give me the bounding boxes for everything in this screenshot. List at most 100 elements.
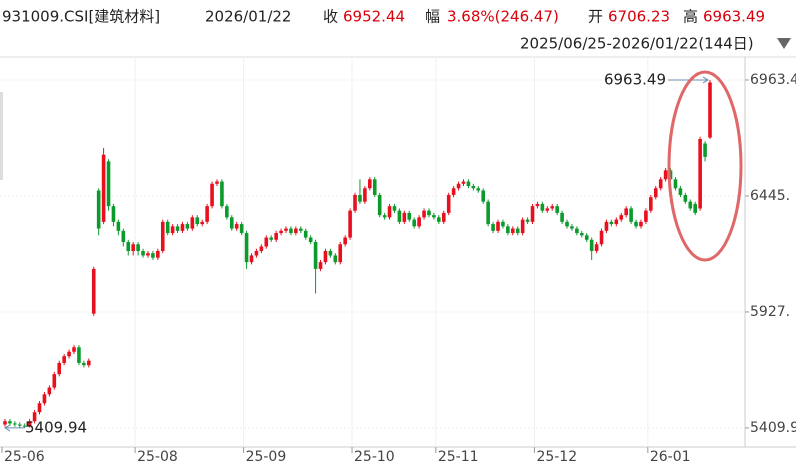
candle-body [703,143,707,157]
candle-body [358,194,362,202]
range-label[interactable]: 2025/06/25-2026/01/22(144日) [520,35,754,53]
candle-body [397,210,402,222]
candle-body [402,212,407,222]
candle-body [52,374,57,388]
open-label: 开 [588,8,603,26]
plot: 6963.4 6445. 5927. 5409.9 25-06 25-08 25-09 25-… [0,57,796,465]
candle-body [446,194,451,213]
candle-body [639,221,643,227]
candle-body [506,226,510,234]
candle-body [501,221,505,227]
candle-body [412,219,416,227]
candle-body [333,255,338,263]
candle-body [116,221,121,231]
candle-body [17,424,22,426]
x-tick-label: 26-01 [650,449,691,465]
scroll-handle[interactable] [0,92,3,180]
candle-body [649,197,653,211]
candle-body [3,421,7,425]
candle-body [486,201,490,225]
candle-body [259,246,264,251]
candle-body [644,210,648,222]
candle-body [37,403,42,413]
change-value: 3.68%(246.47) [447,8,559,26]
x-tick-label: 25-06 [4,449,45,465]
close-label: 收 [323,8,338,26]
candle-body [303,230,308,238]
candle-body [678,188,683,195]
candle-body [693,203,697,213]
candle-body [604,221,609,231]
candle-body [387,206,392,218]
candle-body [57,362,62,375]
candle-body [299,228,303,231]
candle-body [264,237,269,247]
candle-body [22,425,27,427]
candle-body [249,255,254,263]
x-tick-label: 25-11 [438,449,479,465]
candle-body [165,221,170,234]
candle-body [555,206,559,213]
candle-body [368,179,372,189]
x-tick-label: 25-09 [246,449,287,465]
candle-body [156,250,160,258]
candle-body [141,250,145,256]
candle-body [575,228,579,234]
candle-body [313,242,318,269]
candle-body [658,179,663,189]
candle-body [215,181,219,184]
candle-body [456,183,461,189]
candle-body [27,421,32,427]
y-tick-label: 5409.9 [750,420,796,436]
candle-body [195,217,200,225]
symbol: 931009.CSI[建筑材料] [2,8,160,26]
candle-body [289,228,293,234]
candle-body [584,235,589,240]
candle-body [673,179,678,189]
candle-body [599,230,604,245]
candle-body [126,242,131,251]
candle-body [160,221,165,251]
max-label: 6963.49 [604,70,666,88]
candle-body [180,224,185,231]
candle-body [91,268,96,314]
candle-body [565,221,569,227]
candle-body [200,221,204,225]
candle-body [698,138,702,209]
candle-body [101,154,106,222]
candle-body [294,228,298,234]
candle-body [170,226,175,234]
candle-body [663,170,668,180]
candle-body [614,219,619,225]
candle-body [151,253,155,258]
candle-body [318,262,323,269]
candle-body [629,208,633,222]
candle-body [274,233,278,240]
candle-body [560,212,564,222]
candle-body [496,221,500,231]
candle-body [392,206,397,211]
candle-body [530,206,535,222]
x-tick-label: 25-12 [536,449,577,465]
candle-body [42,394,47,404]
candle-body [451,188,456,195]
candle-body [205,206,209,222]
candle-body [471,186,476,189]
candle-body [239,224,244,234]
candle-body [540,203,545,211]
candle-body [269,237,274,240]
candle-body [461,181,466,184]
candle-body [82,362,86,366]
range-dropdown[interactable] [777,38,791,49]
candle-body [520,219,525,234]
candle-body [146,253,150,256]
candle-body [619,215,624,220]
candle-body [491,224,495,231]
candle-body [407,212,412,220]
high-label: 高 [683,8,698,26]
candle-body [550,206,555,209]
date: 2026/01/22 [205,8,291,26]
candle-body [481,190,486,202]
